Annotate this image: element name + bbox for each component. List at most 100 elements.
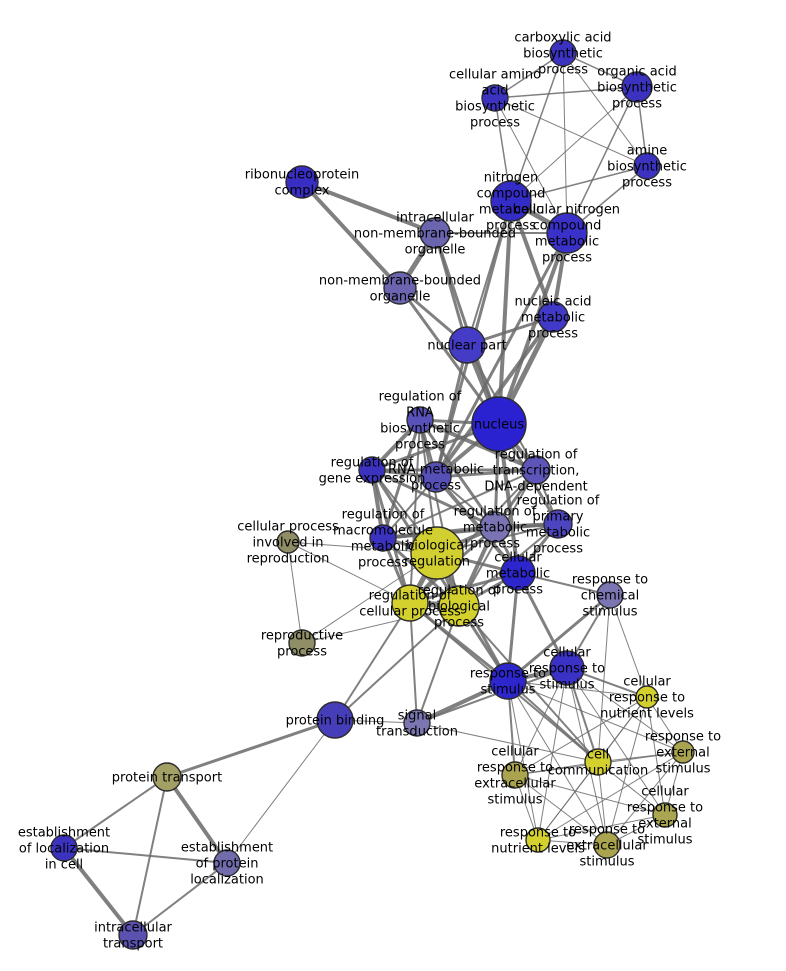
node-rpm[interactable]	[543, 509, 573, 539]
graph-edge-rchs-cc	[597, 594, 611, 763]
graph-edge-crnl-crecs	[514, 696, 648, 776]
graph-edge-crs-rnl	[537, 667, 568, 841]
node-epl[interactable]	[213, 849, 241, 877]
graph-edge-nmb-nucleus	[398, 286, 501, 426]
node-st[interactable]	[403, 709, 431, 737]
graph-edge-crs-crecs	[514, 667, 568, 776]
node-carboxylic[interactable]	[549, 39, 577, 67]
graph-edge-amine-nitrogen	[510, 165, 648, 202]
node-rmet[interactable]	[479, 511, 511, 543]
graph-edge-bc-rp	[301, 552, 438, 644]
graph-edge-rbp-cc	[458, 605, 599, 763]
graph-edge-rchs-crnl	[609, 594, 648, 698]
graph-edge-rrb-rtd	[418, 418, 538, 472]
graph-edge-rrb-rmm	[381, 418, 422, 540]
node-rnl[interactable]	[525, 827, 551, 853]
node-rmp[interactable]	[420, 461, 452, 493]
graph-edge-cpir-rp	[287, 541, 303, 644]
graph-edge-rcp-st	[409, 602, 418, 724]
node-pb[interactable]	[316, 701, 354, 739]
graph-edge-rts-crnl	[507, 680, 648, 698]
graph-edge-organic-cellamino	[494, 86, 638, 99]
node-crnl[interactable]	[635, 685, 659, 709]
node-rnp[interactable]	[285, 165, 319, 199]
graph-edge-rexs-recs	[606, 751, 684, 846]
graph-edge-elc-epl	[63, 847, 228, 864]
node-cellnitrogen[interactable]	[546, 212, 588, 254]
graph-edge-rge-rmet	[370, 468, 497, 529]
node-rrb[interactable]	[406, 406, 434, 434]
graph-edge-rts-recs	[507, 680, 608, 846]
graph-edge-cellamino-cellnitrogen	[494, 97, 568, 234]
graph-edge-pt-epl	[165, 775, 229, 865]
node-rchs[interactable]	[596, 581, 624, 609]
node-recs[interactable]	[593, 831, 621, 859]
node-intranmb[interactable]	[419, 217, 451, 249]
node-rtd[interactable]	[521, 455, 551, 485]
graph-edge-cc-crexs	[597, 761, 666, 816]
node-crexs[interactable]	[652, 802, 678, 828]
node-rcp[interactable]	[391, 584, 429, 622]
graph-edge-crs-crexs	[566, 667, 666, 816]
node-nuclearpart[interactable]	[448, 326, 486, 364]
node-organic[interactable]	[621, 71, 653, 103]
graph-edge-rcp-pb	[334, 602, 411, 721]
graph-edge-rcp-cpir	[287, 541, 411, 604]
graph-edge-rtd-rmm	[382, 469, 537, 539]
node-rp[interactable]	[288, 629, 316, 657]
graph-edge-cc-crecs	[514, 761, 599, 776]
graph-edge-rchs-rts	[506, 593, 612, 683]
node-nucleus[interactable]	[471, 396, 527, 452]
graph-edge-elc-it	[62, 846, 135, 937]
graph-edge-carboxylic-nitrogen	[510, 52, 564, 202]
node-nucleic[interactable]	[537, 301, 569, 333]
graph-edge-pb-pt	[165, 718, 337, 779]
graph-edge-cellamino-amine	[494, 97, 648, 167]
graph-edge-carboxylic-amine	[562, 52, 648, 167]
graph-edge-rexs-rnl	[537, 751, 684, 841]
graph-edge-rrb-rmet	[418, 418, 497, 529]
node-rge[interactable]	[358, 456, 386, 484]
graph-edge-rts-rnl	[507, 680, 539, 841]
node-rbp[interactable]	[438, 585, 480, 627]
graph-edge-crexs-rnl	[537, 814, 666, 841]
node-cpir[interactable]	[276, 530, 300, 554]
graph-edge-organic-nitrogen	[510, 86, 638, 202]
graph-edge-pt-elc	[63, 776, 168, 849]
graph-edge-crecs-recs	[514, 774, 608, 846]
node-cellamino[interactable]	[481, 84, 509, 112]
node-bc[interactable]	[410, 526, 464, 580]
graph-edge-cc-rnl	[537, 761, 599, 841]
node-cc[interactable]	[584, 748, 612, 776]
graph-edge-cmp-crs	[516, 571, 569, 670]
graph-edge-rrb-rcp	[409, 419, 421, 604]
node-nitrogen[interactable]	[490, 180, 532, 222]
node-layer	[50, 39, 695, 950]
node-rexs[interactable]	[671, 740, 695, 764]
graph-edge-rbp-pb	[334, 605, 460, 721]
node-crecs[interactable]	[501, 761, 529, 789]
node-crs[interactable]	[549, 650, 585, 686]
node-nmb[interactable]	[383, 271, 417, 305]
edge-layer	[62, 52, 684, 937]
graph-edge-cc-recs	[597, 761, 608, 846]
node-elc[interactable]	[50, 834, 78, 862]
node-it[interactable]	[118, 920, 148, 950]
graph-edge-epl-it	[132, 862, 228, 936]
graph-edge-nuclearpart-rmp	[434, 343, 469, 479]
node-cmp[interactable]	[500, 555, 536, 591]
node-rmm[interactable]	[369, 524, 397, 552]
graph-edge-rnp-intranmb	[300, 180, 437, 235]
node-pt[interactable]	[152, 762, 182, 792]
graph-edge-rts-cc	[507, 680, 599, 763]
node-amine[interactable]	[633, 152, 661, 180]
graph-edge-cellnitrogen-nucleus	[497, 231, 569, 426]
graph-edge-carboxylic-cellnitrogen	[562, 52, 568, 234]
graph-edge-rnp-nmb	[300, 180, 402, 290]
graph-edge-st-crs	[416, 667, 568, 724]
graph-edge-pb-epl	[226, 719, 336, 864]
node-rts[interactable]	[489, 662, 527, 700]
graph-edge-rmp-rtd	[434, 468, 538, 479]
